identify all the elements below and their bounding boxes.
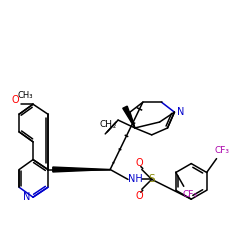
Polygon shape <box>123 106 135 128</box>
Text: ₂: ₂ <box>112 122 115 130</box>
Text: O: O <box>12 95 19 105</box>
Text: CH₃: CH₃ <box>17 91 33 100</box>
Text: S: S <box>148 174 155 184</box>
Polygon shape <box>53 167 110 172</box>
Text: CH: CH <box>99 120 112 128</box>
Text: NH: NH <box>128 174 142 184</box>
Text: O: O <box>135 191 143 201</box>
Text: O: O <box>135 158 143 168</box>
Text: N: N <box>177 107 184 117</box>
Text: N: N <box>24 192 31 202</box>
Text: CF₃: CF₃ <box>215 146 230 155</box>
Text: CF₃: CF₃ <box>182 190 197 199</box>
